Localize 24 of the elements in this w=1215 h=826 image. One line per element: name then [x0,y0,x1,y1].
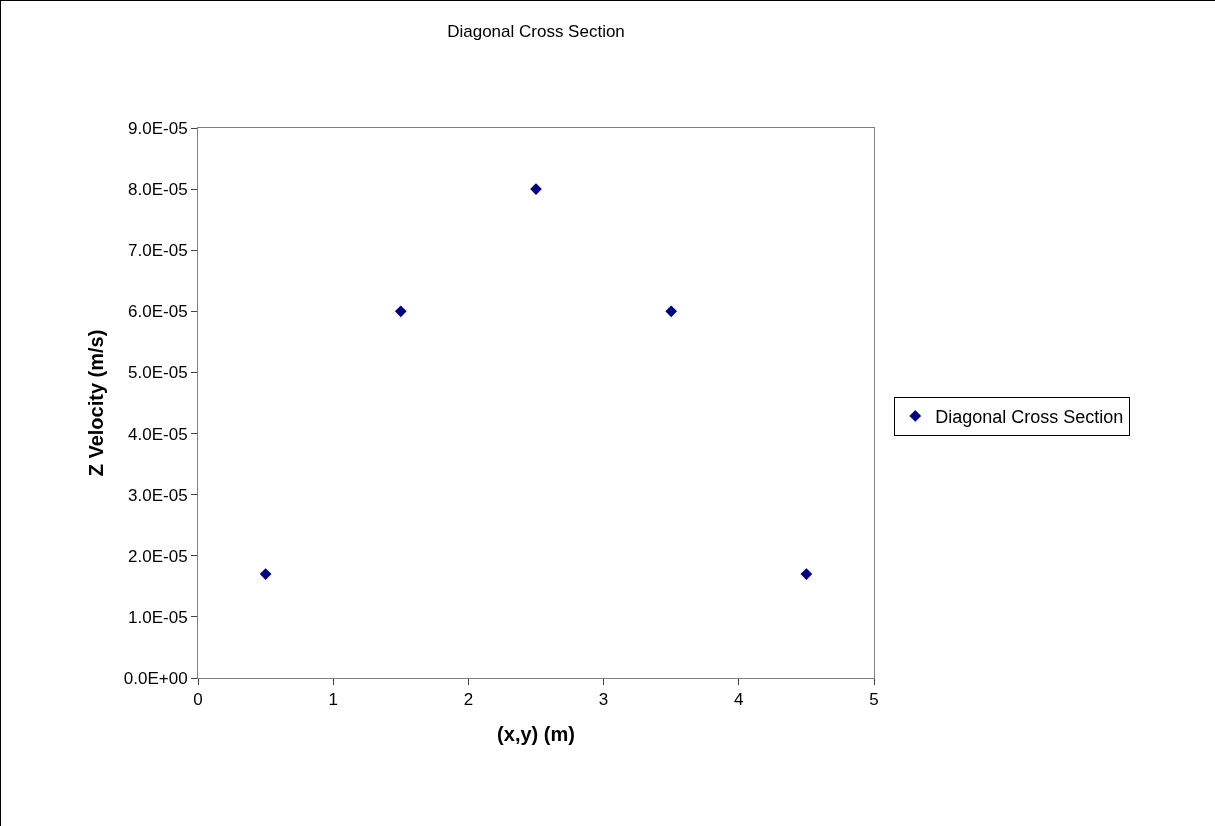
x-tick-label: 0 [193,690,203,710]
y-tick-label: 9.0E-05 [128,118,188,138]
legend-label: Diagonal Cross Section [935,406,1124,427]
x-tick-label: 3 [598,690,609,710]
point [394,305,407,318]
point [259,568,272,580]
y-tick-label: 6.0E-05 [128,302,188,322]
y-tick-label: 3.0E-05 [128,485,188,505]
y-tick-label: 5.0E-05 [128,363,188,383]
y-tick-label: 1.0E-05 [128,607,188,627]
x-tick-label: 5 [869,690,879,710]
y-tick-label: 4.0E-05 [128,424,188,444]
y-tick-label: 0.0E+00 [123,668,188,688]
point [800,568,813,580]
x-axis-title: (x,y) (m) [497,722,575,745]
point [665,305,678,318]
y-tick-label: 2.0E-05 [128,546,188,566]
y-axis-title: Z Velocity (m/s) [85,329,108,477]
x-tick-label: 1 [328,690,338,710]
y-tick-label: 7.0E-05 [128,241,188,261]
y-tick-label: 8.0E-05 [128,180,188,200]
x-tick-label: 4 [734,690,744,710]
chart-title: Diagonal Cross Section [447,21,625,41]
x-tick-label: 2 [463,690,474,710]
